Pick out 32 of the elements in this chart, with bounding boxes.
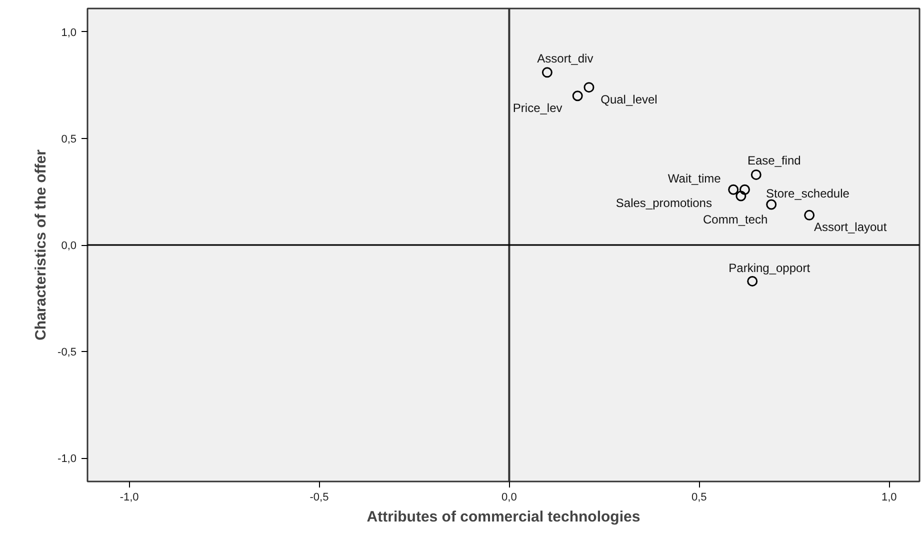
x-tick-label: -0,5 [310, 492, 329, 504]
annotation: Assort_layout [814, 220, 888, 234]
point [728, 184, 739, 195]
annotation: Store_schedule [766, 186, 850, 201]
annotation: Ease_find [747, 154, 801, 168]
point [736, 190, 746, 202]
point [542, 67, 552, 78]
point [584, 82, 594, 93]
annotation: Comm_tech [702, 212, 768, 227]
point [766, 199, 777, 210]
y-tick-label: 0,0 [61, 240, 77, 252]
y-tick-label: 1,0 [61, 26, 77, 39]
annotation: Assort_div [537, 51, 594, 66]
point [739, 184, 750, 195]
annotation: Wait_time [668, 172, 722, 186]
annotation: Sales_promotions [616, 196, 712, 210]
x-tick-label: 0,5 [692, 492, 707, 504]
x-tick-label: 1,0 [881, 492, 897, 504]
point [572, 90, 583, 102]
annotation: Price_lev [512, 100, 562, 115]
x-tick-label: -1,0 [120, 492, 139, 504]
y-axis-title: Characteristics of the offer [32, 149, 50, 340]
y-tick-label: -1,0 [58, 453, 77, 466]
y-tick-label: -0,5 [58, 346, 77, 359]
point [804, 210, 815, 220]
annotation: Parking_opport [728, 261, 811, 276]
y-tick-label: 0,5 [61, 133, 77, 146]
point [747, 276, 758, 286]
x-tick-label: 0,0 [502, 492, 517, 504]
x-axis-title: Attributes of commercial technologies [366, 508, 640, 526]
point [750, 169, 762, 180]
annotation: Qual_level [600, 92, 658, 106]
